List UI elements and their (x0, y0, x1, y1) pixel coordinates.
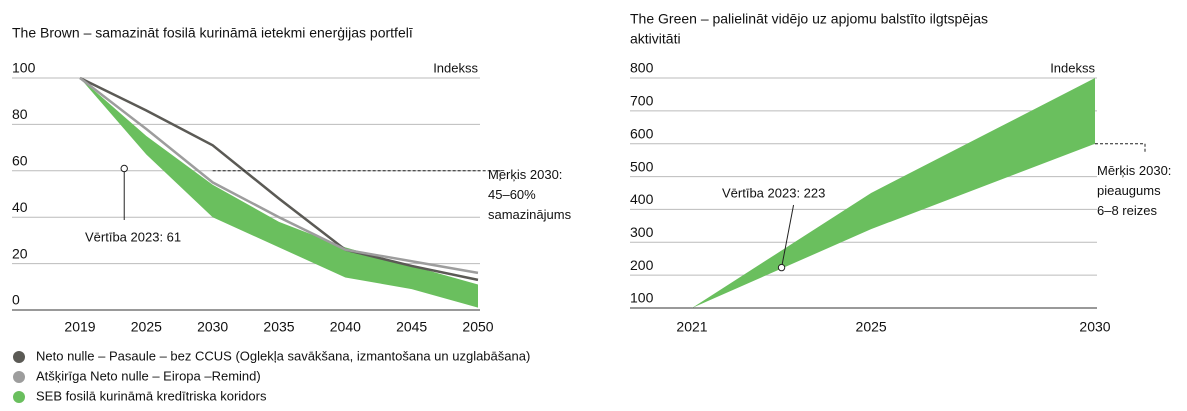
y-tick-label: 80 (12, 106, 28, 122)
target-label: 6–8 reizes (1097, 203, 1157, 218)
chart-title: aktivitāti (630, 31, 681, 47)
y-tick-label: 400 (630, 191, 654, 207)
y-tick-label: 200 (630, 257, 654, 273)
target-label: samazinājums (488, 207, 572, 222)
x-tick-label: 2030 (197, 319, 228, 335)
x-tick-label: 2040 (330, 319, 361, 335)
series-line (79, 77, 479, 275)
target-label: Mērķis 2030: (1097, 163, 1171, 178)
x-tick-label: 2035 (263, 319, 294, 335)
y-axis-label: Indekss (433, 60, 478, 75)
corridor-band (692, 78, 1095, 308)
y-axis-label: Indekss (1050, 60, 1095, 75)
series-line (79, 76, 479, 282)
y-tick-label: 100 (12, 60, 36, 76)
marker-label: Vērtība 2023: 61 (85, 229, 181, 244)
x-tick-label: 2021 (676, 319, 707, 335)
legend-marker (13, 391, 25, 403)
y-tick-label: 100 (630, 290, 654, 306)
x-tick-label: 2050 (462, 319, 493, 335)
y-tick-label: 700 (630, 93, 654, 109)
target-label: Mērķis 2030: (488, 167, 562, 182)
value-marker (777, 263, 786, 272)
marker-label: Vērtība 2023: 223 (722, 185, 825, 200)
x-tick-label: 2019 (64, 319, 95, 335)
y-tick-label: 300 (630, 224, 654, 240)
legend-marker (13, 371, 25, 383)
legend-label: Neto nulle – Pasaule – bez CCUS (Oglekļa… (36, 348, 530, 363)
x-tick-label: 2030 (1079, 319, 1110, 335)
x-tick-label: 2045 (396, 319, 427, 335)
legend-label: SEB fosilā kurināmā kredītriska koridors (36, 388, 267, 403)
target-label: pieaugums (1097, 183, 1161, 198)
legend-label: Atšķirīga Neto nulle – Eiropa –Remind) (36, 368, 261, 383)
x-tick-label: 2025 (131, 319, 162, 335)
y-tick-label: 600 (630, 125, 654, 141)
target-label: 45–60% (488, 187, 536, 202)
y-tick-label: 0 (12, 292, 20, 308)
value-marker (120, 164, 128, 173)
legend-marker (13, 351, 25, 363)
chart-title: The Green – palielināt vidējo uz apjomu … (630, 11, 988, 27)
target-line (1095, 143, 1146, 154)
y-tick-label: 500 (630, 158, 654, 174)
corridor-band (80, 78, 478, 308)
y-tick-label: 60 (12, 153, 28, 169)
chart-title: The Brown – samazināt fosilā kurināmā ie… (12, 25, 413, 41)
x-tick-label: 2025 (856, 319, 887, 335)
leader-line (781, 204, 795, 268)
y-tick-label: 800 (630, 60, 654, 76)
y-tick-label: 20 (12, 245, 28, 261)
y-tick-label: 40 (12, 199, 28, 215)
target-line (212, 170, 501, 181)
